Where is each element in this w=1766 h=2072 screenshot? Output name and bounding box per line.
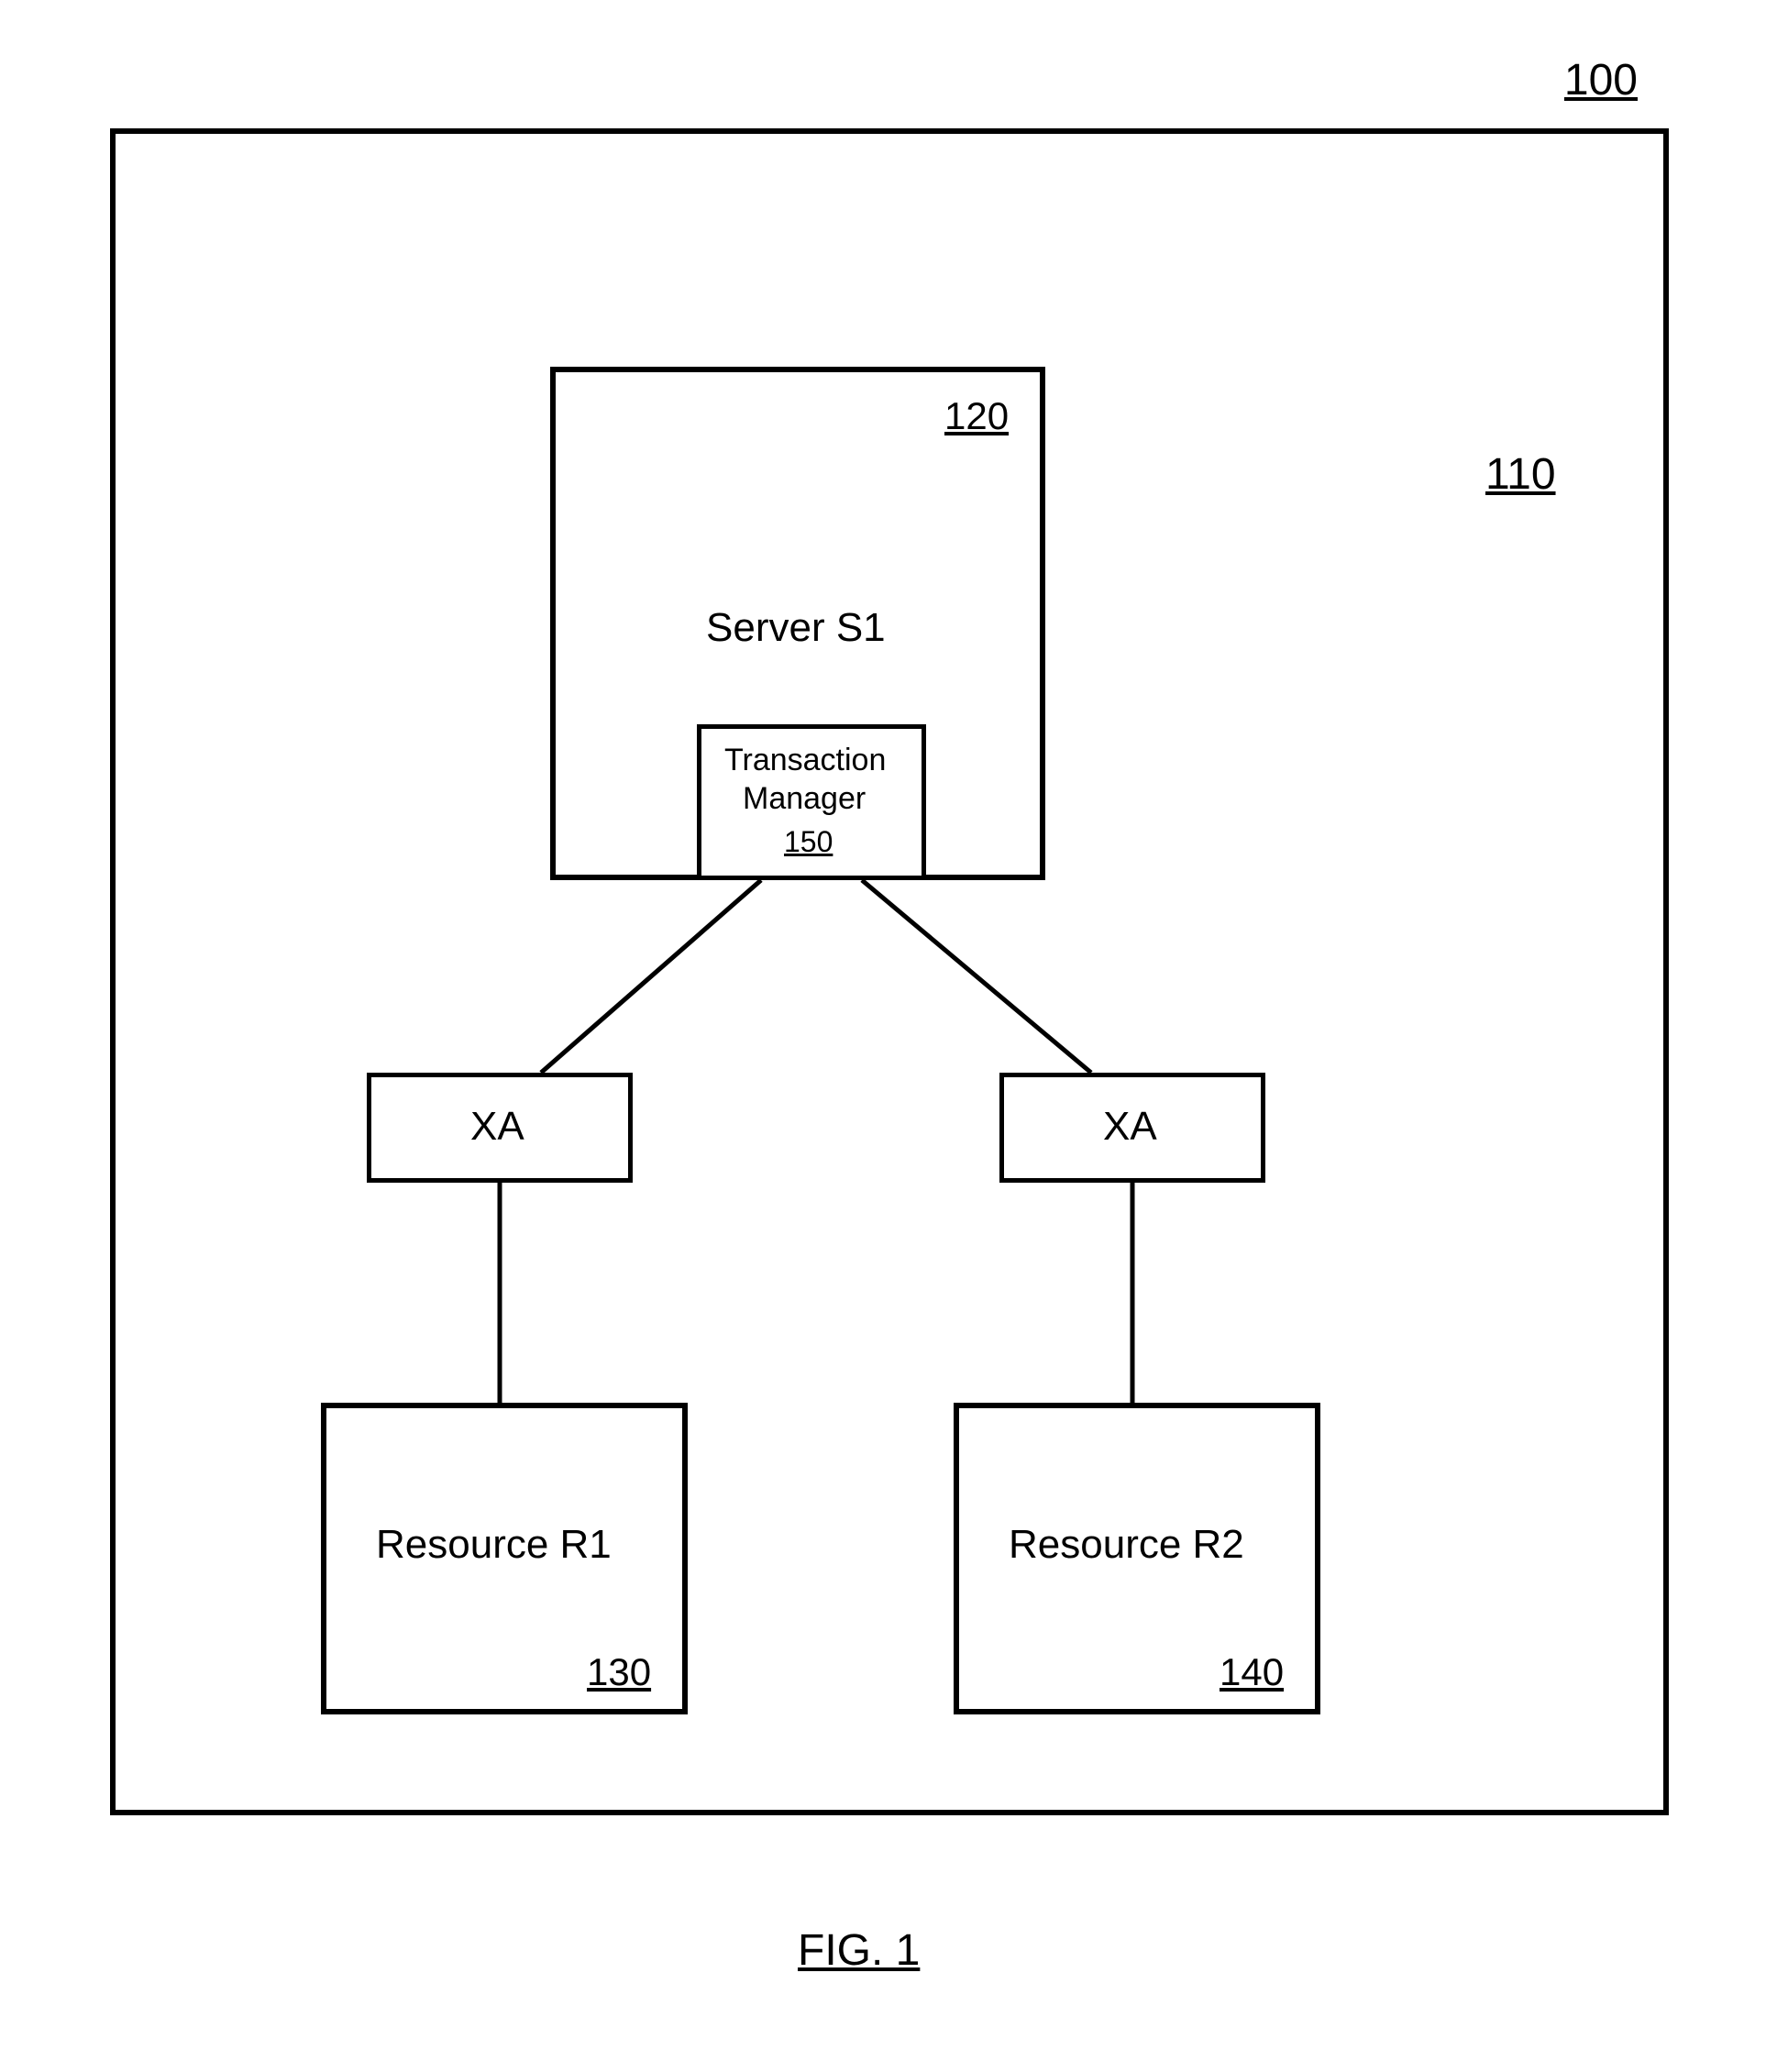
ref-110: 110 xyxy=(1485,449,1556,500)
xa-left-label: XA xyxy=(470,1104,524,1150)
resource-r2-label: Resource R2 xyxy=(1009,1522,1244,1568)
ref-140: 140 xyxy=(1220,1650,1284,1694)
server-label: Server S1 xyxy=(706,605,886,651)
ref-120: 120 xyxy=(944,394,1009,438)
resource-r1-label: Resource R1 xyxy=(376,1522,612,1568)
xa-right-label: XA xyxy=(1103,1104,1157,1150)
diagram-canvas: 100 110 120 Server S1 Transaction Manage… xyxy=(0,0,1766,2072)
ref-150: 150 xyxy=(784,825,833,859)
tm-label-line1: Transaction xyxy=(724,743,886,778)
ref-100: 100 xyxy=(1564,55,1638,105)
tm-label-line2: Manager xyxy=(743,781,866,817)
ref-130: 130 xyxy=(587,1650,651,1694)
figure-caption: FIG. 1 xyxy=(798,1925,920,1976)
